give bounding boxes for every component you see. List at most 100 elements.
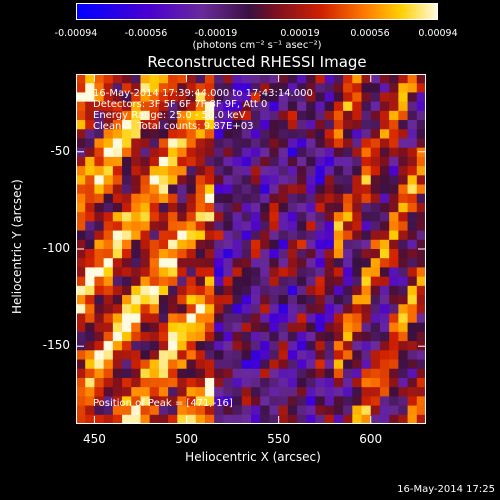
heatmap-cell <box>204 193 215 204</box>
heatmap-cell <box>186 221 197 232</box>
heatmap-cell <box>158 396 169 407</box>
heatmap-cell <box>370 147 381 158</box>
heatmap-cell <box>94 110 105 121</box>
heatmap-cell <box>76 101 86 112</box>
heatmap-cell <box>297 101 307 112</box>
heatmap-cell <box>260 156 270 167</box>
heatmap-cell <box>195 396 206 407</box>
heatmap-cell <box>407 405 418 416</box>
heatmap-cell <box>168 258 178 268</box>
heatmap-cell <box>251 120 261 130</box>
heatmap-cell <box>223 331 234 342</box>
heatmap-cell <box>343 285 353 296</box>
heatmap-cell <box>140 138 151 149</box>
heatmap-cell <box>361 341 372 351</box>
heatmap-cell <box>214 295 224 305</box>
heatmap-cell <box>269 202 280 213</box>
heatmap-cell <box>398 249 409 259</box>
heatmap-cell <box>370 156 381 167</box>
heatmap-cell <box>149 396 160 407</box>
heatmap-cell <box>416 359 426 370</box>
heatmap-cell <box>370 239 381 250</box>
heatmap-cell <box>389 304 399 314</box>
heatmap-cell <box>223 101 234 112</box>
heatmap-cell <box>76 230 86 241</box>
heatmap-cell <box>287 331 298 342</box>
heatmap-cell <box>287 221 298 232</box>
heatmap-cell <box>287 276 298 287</box>
heatmap-cell <box>195 249 206 259</box>
heatmap-cell <box>223 249 234 259</box>
heatmap-cell <box>122 110 132 121</box>
heatmap-cell <box>352 184 363 195</box>
heatmap-cell <box>306 138 316 149</box>
heatmap-cell <box>112 267 123 278</box>
heatmap-cells <box>76 74 426 424</box>
heatmap-cell <box>85 74 95 84</box>
heatmap-cell <box>131 368 141 379</box>
heatmap-cell <box>241 193 252 204</box>
heatmap-cell <box>416 267 426 278</box>
heatmap-cell <box>241 166 252 176</box>
heatmap-cell <box>324 387 335 397</box>
heatmap-cell <box>131 285 141 296</box>
heatmap-cell <box>149 138 160 149</box>
heatmap-cell <box>149 350 160 361</box>
heatmap-cell <box>85 258 95 268</box>
heatmap-cell <box>122 405 132 416</box>
heatmap-cell <box>214 359 224 370</box>
heatmap-cell <box>214 193 224 204</box>
heatmap-cell <box>149 285 160 296</box>
heatmap-cell <box>168 92 178 103</box>
heatmap-cell <box>343 92 353 103</box>
heatmap-cell <box>158 350 169 361</box>
heatmap-cell <box>94 285 105 296</box>
heatmap-cell <box>168 221 178 232</box>
heatmap-cell <box>407 184 418 195</box>
heatmap-cell <box>287 396 298 407</box>
heatmap-cell <box>186 313 197 324</box>
heatmap-cell <box>168 83 178 93</box>
heatmap-cell <box>361 138 372 149</box>
heatmap-cell <box>140 249 151 259</box>
heatmap-cell <box>306 350 316 361</box>
heatmap-cell <box>94 359 105 370</box>
heatmap-cell <box>177 156 188 167</box>
heatmap-cell <box>241 285 252 296</box>
heatmap-cell <box>389 175 399 186</box>
heatmap-cell <box>315 202 326 213</box>
heatmap-cell <box>278 322 289 333</box>
heatmap-cell <box>241 276 252 287</box>
heatmap-cell <box>269 239 280 250</box>
heatmap-cell <box>315 258 326 268</box>
heatmap-cell <box>333 74 344 84</box>
heatmap-cell <box>333 331 344 342</box>
heatmap-cell <box>232 101 243 112</box>
heatmap-cell <box>94 249 105 259</box>
heatmap-cell <box>195 322 206 333</box>
heatmap-cell <box>333 350 344 361</box>
heatmap-cell <box>251 239 261 250</box>
x-tick-label: 550 <box>267 432 291 446</box>
heatmap-cell <box>333 230 344 241</box>
heatmap-cell <box>223 267 234 278</box>
heatmap-cell <box>315 193 326 204</box>
heatmap-cell <box>407 74 418 84</box>
heatmap-cell <box>112 202 123 213</box>
heatmap-cell <box>361 258 372 268</box>
heatmap-cell <box>251 285 261 296</box>
heatmap-cell <box>94 129 105 139</box>
heatmap-cell <box>287 350 298 361</box>
heatmap-cell <box>333 129 344 139</box>
heatmap-cell <box>94 193 105 204</box>
heatmap-cell <box>370 387 381 397</box>
heatmap-cell <box>232 212 243 222</box>
heatmap-cell <box>140 129 151 139</box>
heatmap-cell <box>186 129 197 139</box>
heatmap-cell <box>287 377 298 388</box>
heatmap-cell <box>370 138 381 149</box>
heatmap-cell <box>297 221 307 232</box>
heatmap-cell <box>131 405 141 416</box>
heatmap-cell <box>177 166 188 176</box>
heatmap-cell <box>112 341 123 351</box>
